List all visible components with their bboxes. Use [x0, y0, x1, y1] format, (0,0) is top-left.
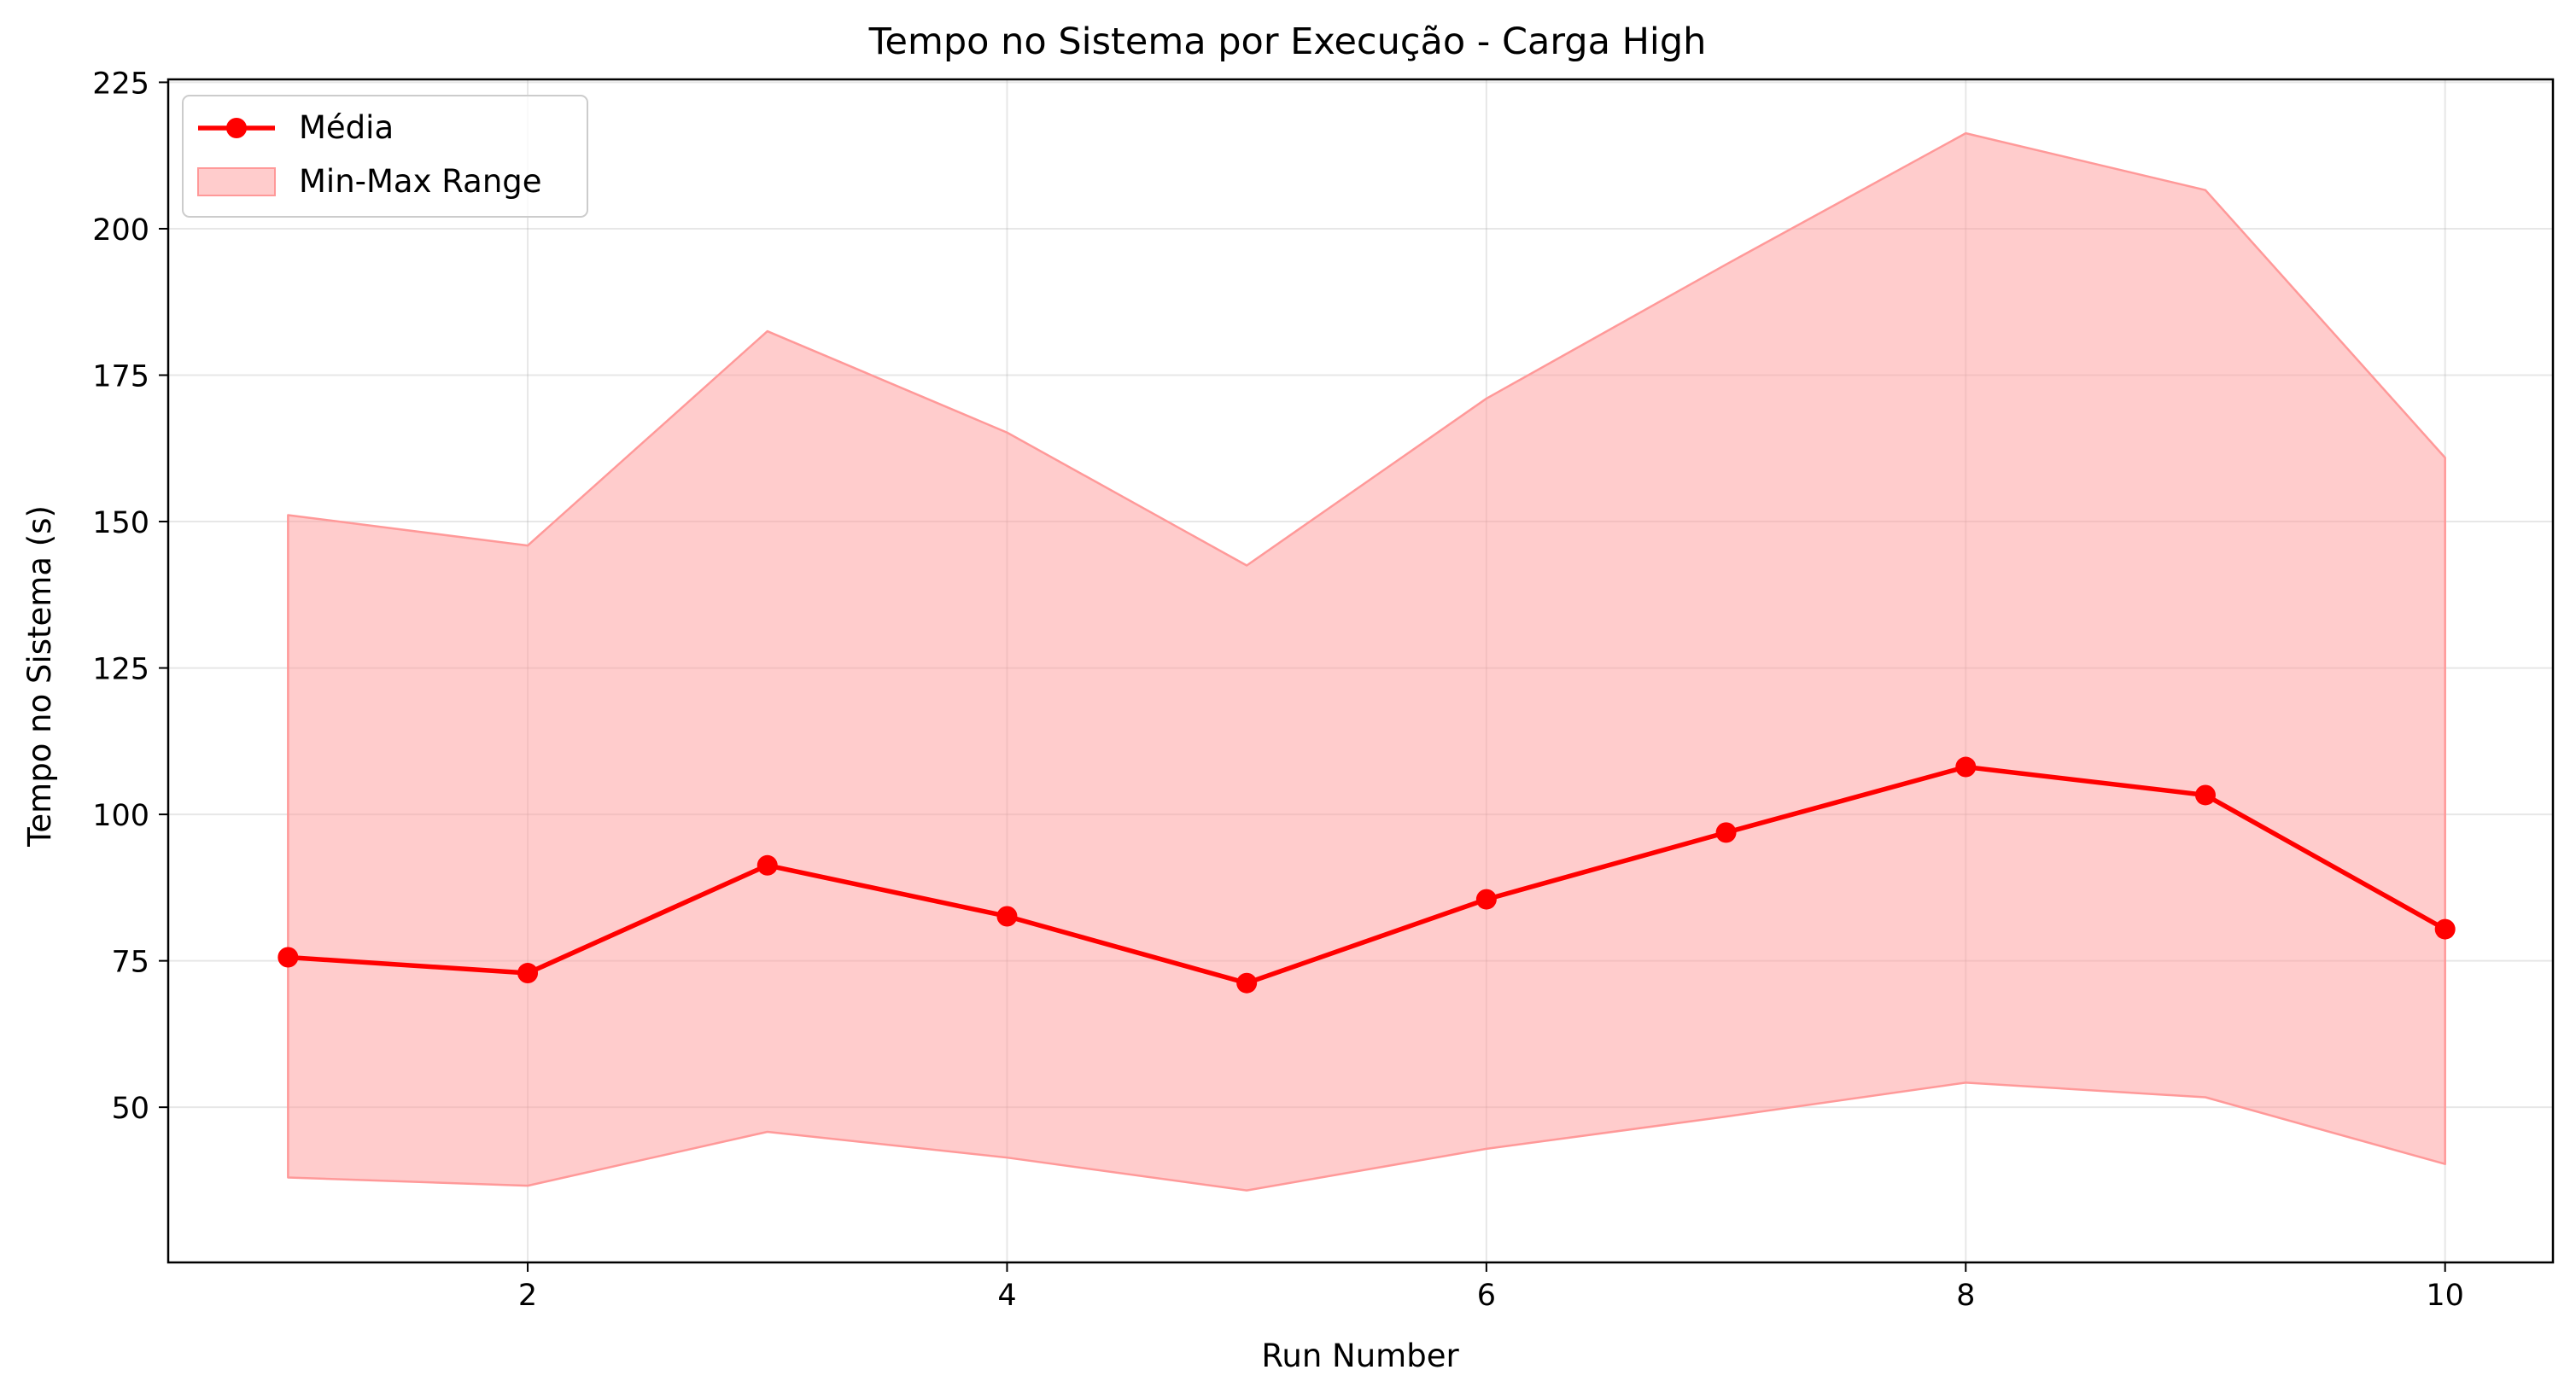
legend-frame	[182, 95, 588, 218]
mean-point	[996, 906, 1018, 927]
y-tick-label: 100	[92, 799, 149, 833]
x-tick-label: 2	[518, 1279, 537, 1313]
mean-point	[1955, 756, 1977, 778]
y-axis-label: Tempo no Sistema (s)	[21, 505, 58, 848]
min-max-range-area	[287, 131, 2446, 1192]
mean-line	[285, 764, 2448, 986]
chart-title: Tempo no Sistema por Execução - Carga Hi…	[868, 20, 1707, 63]
x-tick-label: 6	[1477, 1279, 1496, 1313]
x-tick-label: 10	[2426, 1279, 2464, 1313]
y-tick-label: 175	[92, 360, 149, 394]
y-tick-label: 225	[92, 67, 149, 101]
min-max-range-polygon	[287, 131, 2446, 1192]
legend-range-swatch	[197, 167, 276, 196]
axes-ticks: 2 4 6 8 10 50 75 100 125 150 175 200 225	[92, 67, 2464, 1313]
mean-series	[277, 756, 2456, 994]
mean-point	[1236, 972, 1258, 994]
y-tick-label: 200	[92, 213, 149, 248]
y-tick-label: 75	[111, 946, 149, 980]
x-tick-label: 4	[997, 1279, 1016, 1313]
y-tick-label: 50	[111, 1092, 149, 1126]
legend-mean-marker	[226, 118, 247, 138]
mean-point	[517, 963, 539, 984]
legend: Média Min-Max Range	[182, 95, 588, 218]
legend-mean-label: Média	[299, 109, 394, 146]
y-tick-label: 125	[92, 653, 149, 687]
x-axis-label: Run Number	[1261, 1338, 1459, 1374]
mean-point	[2194, 784, 2216, 806]
legend-range-label: Min-Max Range	[299, 163, 542, 200]
mean-point	[756, 854, 778, 876]
mean-point	[1475, 889, 1497, 910]
mean-point	[2434, 918, 2456, 940]
x-tick-label: 8	[1956, 1279, 1975, 1313]
mean-point	[1715, 822, 1737, 843]
mean-point	[277, 947, 299, 968]
plot-frame	[166, 78, 2555, 1264]
y-tick-label: 150	[92, 506, 149, 540]
